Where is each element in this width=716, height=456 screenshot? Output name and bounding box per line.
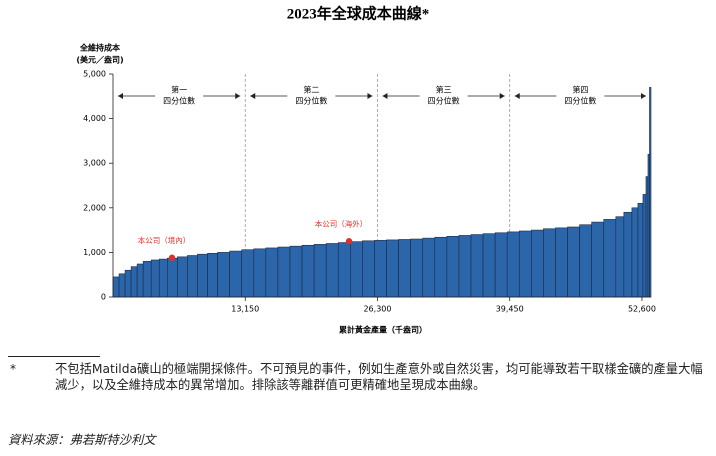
bar xyxy=(458,235,472,298)
chart: 2023年全球成本曲線* 全維持成本 (美元／盎司) 累計黃金產量（千盎司） 0… xyxy=(76,4,656,335)
y-axis-label: 全維持成本 xyxy=(79,43,120,53)
bar xyxy=(410,238,424,298)
company-point xyxy=(345,238,353,245)
quartile-label: 第一 xyxy=(171,85,187,95)
bar xyxy=(112,276,120,298)
bar xyxy=(386,239,399,298)
bar xyxy=(136,263,144,298)
bar xyxy=(313,244,327,298)
bar xyxy=(555,227,568,298)
bar xyxy=(289,245,303,298)
bar xyxy=(543,228,556,298)
bar xyxy=(623,211,633,298)
x-tick-label: 13,150 xyxy=(231,305,259,314)
y-axis-label: (美元／盎司) xyxy=(76,55,123,65)
bar xyxy=(470,234,484,298)
bar xyxy=(645,176,649,298)
y-tick-label: 0 xyxy=(101,293,106,302)
footnote-marker: * xyxy=(10,362,16,376)
bar xyxy=(649,87,652,298)
x-tick-label: 26,300 xyxy=(363,305,391,314)
quartile-sublabel: 四分位數 xyxy=(295,96,327,106)
bar xyxy=(615,216,625,298)
bar xyxy=(603,219,617,298)
x-tick-label: 52,600 xyxy=(628,305,656,314)
bar xyxy=(241,249,255,298)
bar xyxy=(124,269,132,298)
bar xyxy=(130,266,138,298)
quartile-label: 第二 xyxy=(303,85,319,95)
bar xyxy=(422,237,436,298)
company-label: 本公司（境內） xyxy=(138,235,191,245)
bar xyxy=(591,221,605,298)
quartile-label: 第四 xyxy=(572,85,588,95)
bar xyxy=(337,242,351,298)
bar xyxy=(253,248,267,298)
bar xyxy=(567,226,580,298)
bar xyxy=(277,246,291,298)
y-tick-label: 3,000 xyxy=(83,159,106,168)
bar xyxy=(167,257,178,298)
company-label: 本公司（海外） xyxy=(315,218,368,228)
bar xyxy=(158,258,168,298)
bar xyxy=(494,232,508,298)
chart-title: 2023年全球成本曲線* xyxy=(287,4,430,22)
bar xyxy=(506,231,520,298)
bar xyxy=(518,230,532,298)
bar xyxy=(150,259,160,298)
bar xyxy=(637,203,644,298)
bar xyxy=(301,244,315,298)
bar xyxy=(118,273,126,298)
bar xyxy=(579,224,592,298)
bar xyxy=(265,247,279,298)
bar xyxy=(434,236,448,298)
bar xyxy=(197,253,208,298)
bar xyxy=(142,261,152,298)
bar xyxy=(229,250,243,298)
bar xyxy=(350,241,363,298)
footnote-rule xyxy=(8,356,100,357)
quartile-label: 第三 xyxy=(436,85,452,95)
bar xyxy=(482,233,496,298)
bar xyxy=(187,255,198,298)
bar xyxy=(531,229,544,298)
bar xyxy=(398,239,411,298)
quartile-sublabel: 四分位數 xyxy=(163,96,195,106)
x-tick-label: 39,450 xyxy=(496,305,524,314)
bar xyxy=(642,194,647,298)
quartile-sublabel: 四分位數 xyxy=(564,96,596,106)
y-tick-label: 4,000 xyxy=(83,114,106,123)
x-axis-label: 累計黃金產量（千盎司） xyxy=(339,325,427,335)
bar xyxy=(631,207,639,298)
quartile-sublabel: 四分位數 xyxy=(428,96,460,106)
bar xyxy=(446,236,460,298)
source: 資料來源：弗若斯特沙利文 xyxy=(8,433,156,447)
bar xyxy=(374,240,387,298)
company-point xyxy=(168,254,176,261)
bar xyxy=(207,252,218,298)
y-tick-label: 5,000 xyxy=(83,70,106,79)
bar xyxy=(177,256,188,298)
y-tick-label: 2,000 xyxy=(83,203,106,212)
bar xyxy=(362,240,375,298)
footnote-text: 不包括Matilda礦山的極端開採條件。不可預見的事件，例如生產意外或自然災害，… xyxy=(55,362,703,392)
bar xyxy=(325,243,339,298)
bar xyxy=(217,252,230,298)
y-tick-label: 1,000 xyxy=(83,248,106,257)
